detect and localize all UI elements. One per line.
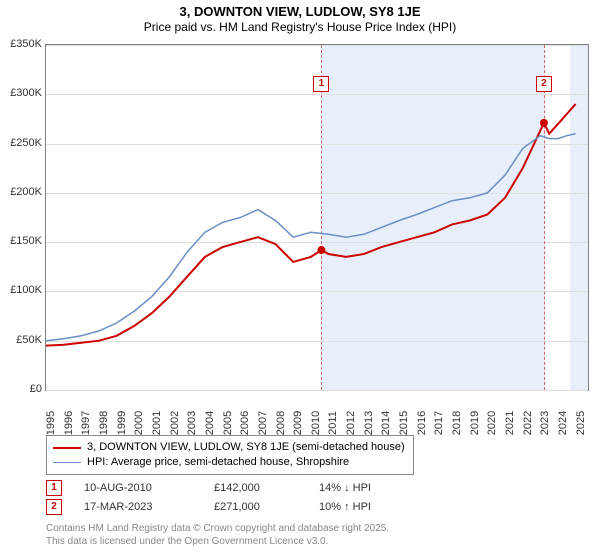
x-tick-label: 2012 bbox=[345, 411, 357, 435]
y-tick-label: £0 bbox=[2, 383, 42, 395]
x-tick-label: 2001 bbox=[151, 411, 163, 435]
y-tick-label: £50K bbox=[2, 334, 42, 346]
sales-date: 17-MAR-2023 bbox=[84, 501, 214, 513]
x-tick-label: 1998 bbox=[98, 411, 110, 435]
legend-label: HPI: Average price, semi-detached house,… bbox=[87, 455, 349, 470]
sales-row: 2 17-MAR-2023£271,00010% ↑ HPI bbox=[46, 497, 419, 516]
footer-line2: This data is licensed under the Open Gov… bbox=[46, 535, 389, 548]
legend-label: 3, DOWNTON VIEW, LUDLOW, SY8 1JE (semi-d… bbox=[87, 440, 405, 455]
legend-swatch bbox=[53, 462, 81, 463]
x-tick-label: 2020 bbox=[486, 411, 498, 435]
x-tick-label: 2011 bbox=[327, 411, 339, 435]
x-tick-label: 2021 bbox=[504, 411, 516, 435]
x-tick-label: 2016 bbox=[416, 411, 428, 435]
sales-table: 1 10-AUG-2010£142,00014% ↓ HPI 2 17-MAR-202… bbox=[46, 478, 419, 516]
y-tick-label: £100K bbox=[2, 284, 42, 296]
x-tick-label: 2018 bbox=[451, 411, 463, 435]
marker-dot bbox=[540, 119, 548, 127]
x-tick-label: 2022 bbox=[522, 411, 534, 435]
x-axis-labels: 1995 1996 1997 1998 1999 2000 2001 2002 2003 2004… bbox=[45, 392, 587, 432]
footer-line1: Contains HM Land Registry data © Crown c… bbox=[46, 522, 389, 535]
series-hpi bbox=[46, 134, 576, 341]
x-tick-label: 2014 bbox=[380, 411, 392, 435]
legend-swatch bbox=[53, 447, 81, 449]
x-tick-label: 2024 bbox=[557, 411, 569, 435]
sales-marker: 1 bbox=[46, 480, 62, 496]
footer: Contains HM Land Registry data © Crown c… bbox=[46, 522, 389, 548]
x-tick-label: 1996 bbox=[63, 411, 75, 435]
sales-delta: 14% ↓ HPI bbox=[319, 482, 419, 494]
legend-row: 3, DOWNTON VIEW, LUDLOW, SY8 1JE (semi-d… bbox=[53, 440, 405, 455]
legend-row: HPI: Average price, semi-detached house,… bbox=[53, 455, 405, 470]
x-tick-label: 2002 bbox=[169, 411, 181, 435]
x-tick-label: 2006 bbox=[239, 411, 251, 435]
plot-area: 12 bbox=[45, 44, 589, 391]
x-tick-label: 2015 bbox=[398, 411, 410, 435]
x-tick-label: 2013 bbox=[363, 411, 375, 435]
title-main: 3, DOWNTON VIEW, LUDLOW, SY8 1JE bbox=[0, 4, 600, 19]
gridline bbox=[46, 390, 588, 391]
sales-price: £271,000 bbox=[214, 501, 319, 513]
x-tick-label: 2005 bbox=[222, 411, 234, 435]
sales-delta: 10% ↑ HPI bbox=[319, 501, 419, 513]
chart-lines bbox=[46, 45, 588, 390]
x-tick-label: 2008 bbox=[275, 411, 287, 435]
x-tick-label: 1997 bbox=[80, 411, 92, 435]
x-tick-label: 2023 bbox=[539, 411, 551, 435]
x-tick-label: 2025 bbox=[575, 411, 587, 435]
sales-row: 1 10-AUG-2010£142,00014% ↓ HPI bbox=[46, 478, 419, 497]
x-tick-label: 2017 bbox=[433, 411, 445, 435]
sales-marker: 2 bbox=[46, 499, 62, 515]
y-tick-label: £350K bbox=[2, 38, 42, 50]
title-block: 3, DOWNTON VIEW, LUDLOW, SY8 1JE Price p… bbox=[0, 0, 600, 34]
sales-date: 10-AUG-2010 bbox=[84, 482, 214, 494]
x-tick-label: 1995 bbox=[45, 411, 57, 435]
marker-dot bbox=[317, 246, 325, 254]
x-tick-label: 2004 bbox=[204, 411, 216, 435]
y-tick-label: £200K bbox=[2, 186, 42, 198]
legend: 3, DOWNTON VIEW, LUDLOW, SY8 1JE (semi-d… bbox=[46, 435, 414, 475]
x-tick-label: 2000 bbox=[133, 411, 145, 435]
chart-container: 3, DOWNTON VIEW, LUDLOW, SY8 1JE Price p… bbox=[0, 0, 600, 560]
x-tick-label: 2009 bbox=[292, 411, 304, 435]
x-tick-label: 2007 bbox=[257, 411, 269, 435]
y-tick-label: £150K bbox=[2, 235, 42, 247]
y-tick-label: £300K bbox=[2, 87, 42, 99]
y-tick-label: £250K bbox=[2, 137, 42, 149]
sales-price: £142,000 bbox=[214, 482, 319, 494]
title-sub: Price paid vs. HM Land Registry's House … bbox=[0, 20, 600, 34]
x-tick-label: 1999 bbox=[116, 411, 128, 435]
x-tick-label: 2019 bbox=[469, 411, 481, 435]
x-tick-label: 2003 bbox=[186, 411, 198, 435]
series-price_paid bbox=[46, 104, 576, 346]
x-tick-label: 2010 bbox=[310, 411, 322, 435]
